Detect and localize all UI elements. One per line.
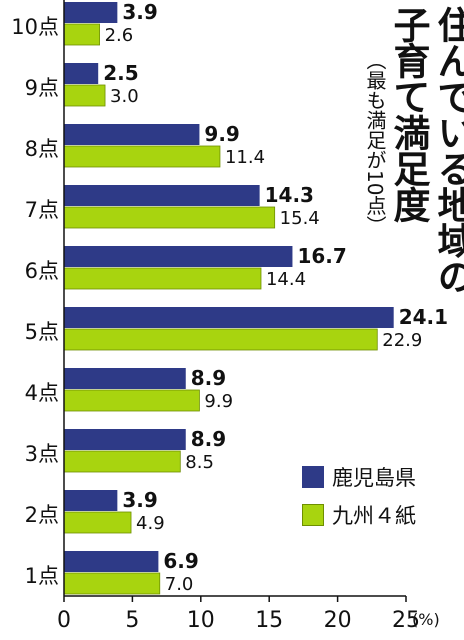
category-label: 10点 xyxy=(11,15,59,39)
bar-kyushu xyxy=(63,23,100,46)
x-tick-label: 25 xyxy=(392,608,420,633)
value-label-kagoshima: 14.3 xyxy=(265,183,314,207)
legend-label-kyushu: 九州４紙 xyxy=(332,504,416,528)
value-label-kyushu: 15.4 xyxy=(280,208,320,229)
value-label-kagoshima: 24.1 xyxy=(399,305,448,329)
category-label: 5点 xyxy=(25,320,59,344)
bar-kyushu xyxy=(63,328,378,351)
value-label-kyushu: 2.6 xyxy=(105,25,134,46)
bar-kyushu xyxy=(63,511,132,534)
legend-label-kagoshima: 鹿児島県 xyxy=(332,466,416,490)
category-label: 3点 xyxy=(25,442,59,466)
value-label-kyushu: 8.5 xyxy=(185,452,214,473)
legend-item-kyushu: 九州４紙 xyxy=(302,500,416,530)
legend-swatch-kagoshima xyxy=(302,466,324,488)
bar-kagoshima xyxy=(64,63,99,84)
bar-kyushu xyxy=(63,267,262,290)
chart-title-line-2: 子育て満足度 xyxy=(387,6,430,222)
value-label-kagoshima: 3.9 xyxy=(122,488,157,512)
chart-title-line-1: 住んでいる地域の xyxy=(431,6,464,294)
x-tick-label: 5 xyxy=(125,608,139,633)
bar-kagoshima xyxy=(64,429,186,450)
value-label-kagoshima: 6.9 xyxy=(163,549,198,573)
value-label-kyushu: 9.9 xyxy=(204,391,233,412)
x-tick-label: 0 xyxy=(57,608,71,633)
chart-subtitle: （最も満足が10点） xyxy=(363,50,387,236)
category-label: 2点 xyxy=(25,503,59,527)
value-label-kagoshima: 3.9 xyxy=(122,0,157,24)
bar-kagoshima xyxy=(64,124,200,145)
category-label: 9点 xyxy=(25,76,59,100)
x-tick-label: 10 xyxy=(187,608,215,633)
value-label-kagoshima: 9.9 xyxy=(204,122,239,146)
value-label-kyushu: 4.9 xyxy=(136,513,165,534)
bar-kagoshima xyxy=(64,490,118,511)
unit-label: (%) xyxy=(412,610,440,629)
bar-kagoshima xyxy=(64,307,394,328)
value-label-kyushu: 11.4 xyxy=(225,147,265,168)
bar-kagoshima xyxy=(64,551,159,572)
value-label-kyushu: 3.0 xyxy=(110,86,139,107)
bar-kagoshima xyxy=(64,2,118,23)
bar-kyushu xyxy=(63,84,106,107)
bar-kyushu xyxy=(63,389,200,412)
value-label-kyushu: 22.9 xyxy=(382,330,422,351)
bar-kyushu xyxy=(63,450,181,473)
category-label: 6点 xyxy=(25,259,59,283)
legend-swatch-kyushu xyxy=(302,504,324,526)
bar-kagoshima xyxy=(64,246,293,267)
x-tick-label: 15 xyxy=(255,608,283,633)
category-label: 1点 xyxy=(25,564,59,588)
bar-kagoshima xyxy=(64,368,186,389)
bar-kyushu xyxy=(63,145,221,168)
bar-kagoshima xyxy=(64,185,260,206)
category-label: 8点 xyxy=(25,137,59,161)
x-tick-label: 20 xyxy=(324,608,352,633)
chart-title: 住んでいる地域の 子育て満足度 xyxy=(386,6,464,326)
category-label: 7点 xyxy=(25,198,59,222)
legend-item-kagoshima: 鹿児島県 xyxy=(302,462,416,492)
value-label-kyushu: 14.4 xyxy=(266,269,306,290)
value-label-kagoshima: 16.7 xyxy=(297,244,346,268)
category-label: 4点 xyxy=(25,381,59,405)
value-label-kyushu: 7.0 xyxy=(165,574,194,595)
bar-kyushu xyxy=(63,206,276,229)
value-label-kagoshima: 8.9 xyxy=(191,366,226,390)
value-label-kagoshima: 8.9 xyxy=(191,427,226,451)
value-label-kagoshima: 2.5 xyxy=(103,61,138,85)
bar-kyushu xyxy=(63,572,161,595)
